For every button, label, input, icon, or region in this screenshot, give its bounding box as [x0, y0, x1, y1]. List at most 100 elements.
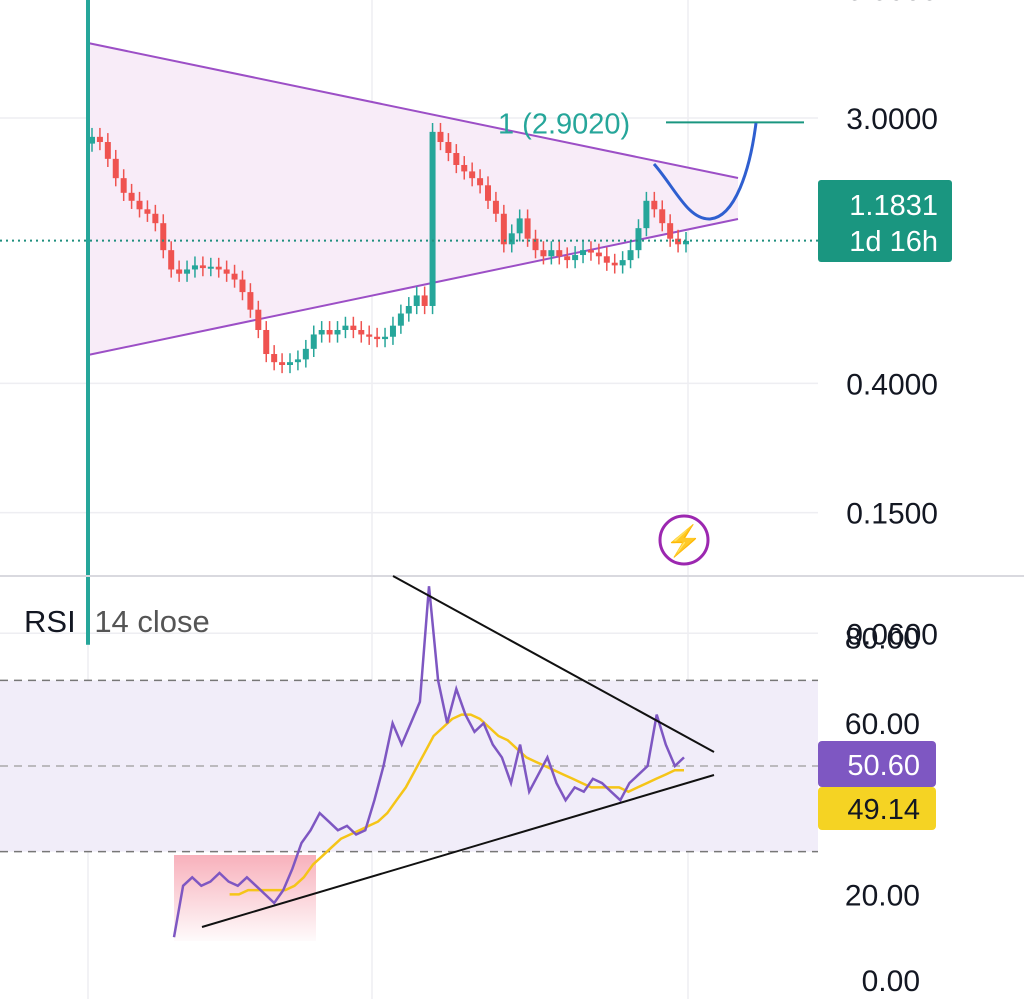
- candle: [405, 305, 412, 314]
- candle: [302, 348, 309, 360]
- current-price-value: 1.1831: [849, 190, 938, 222]
- candle: [199, 265, 206, 269]
- candle: [136, 200, 143, 210]
- triangle-upper-line: [87, 42, 739, 179]
- candle: [255, 309, 262, 330]
- candle: [611, 262, 618, 266]
- candle: [184, 269, 191, 274]
- rsi-tick-label: 0.00: [862, 965, 920, 998]
- rsi-label: RSI 14 close: [24, 604, 210, 639]
- candle: [461, 164, 468, 172]
- current-price-badge: 1.1831 1d 16h: [818, 180, 952, 262]
- rsi-label-prefix: RSI: [24, 604, 76, 639]
- candle: [326, 329, 333, 335]
- candle: [128, 192, 135, 201]
- triangle-pattern: [88, 43, 738, 355]
- candle: [492, 200, 499, 214]
- candle: [112, 158, 119, 179]
- candle: [247, 292, 254, 310]
- candle: [683, 240, 689, 245]
- price-tick-label: 8.0000: [846, 0, 938, 7]
- candle: [556, 250, 563, 257]
- price-tick-label: 3.0000: [846, 103, 938, 136]
- candle: [358, 329, 365, 335]
- candle: [516, 218, 523, 234]
- candle: [382, 336, 389, 340]
- candle: [294, 359, 301, 363]
- candle: [223, 269, 230, 274]
- rsi-lower-trendline: [201, 774, 715, 928]
- candle: [86, 0, 90, 645]
- candle: [104, 142, 111, 159]
- candle: [215, 266, 222, 270]
- candle: [453, 152, 460, 165]
- price-tick-label: 0.0600: [846, 618, 938, 651]
- lightning-bolt-icon: ⚡: [665, 523, 702, 559]
- price-pane[interactable]: 1 (2.9020) ⚡: [0, 0, 818, 645]
- price-axis[interactable]: 8.0000 3.0000 0.4000 0.1500 0.0600: [846, 0, 938, 651]
- candle: [651, 200, 658, 210]
- rsi-upper-trendline: [392, 575, 715, 753]
- candle: [374, 336, 381, 340]
- candle: [389, 325, 396, 337]
- candle: [500, 213, 507, 245]
- candle: [350, 325, 357, 330]
- countdown-value: 1d 16h: [849, 226, 938, 258]
- rsi-line: [172, 586, 685, 938]
- rsi-axis[interactable]: 80.00 60.00 20.00 0.00: [845, 623, 920, 998]
- candle: [659, 209, 666, 224]
- flash-button[interactable]: ⚡: [658, 514, 710, 566]
- rsi-pane[interactable]: RSI 14 close: [0, 575, 818, 941]
- candle: [508, 233, 515, 245]
- candle: [287, 362, 293, 365]
- candle: [437, 131, 444, 143]
- candle: [144, 209, 151, 214]
- candle: [564, 256, 571, 261]
- candle: [667, 223, 674, 239]
- candle: [413, 295, 420, 306]
- candle: [310, 334, 317, 349]
- rsi-tick-label: 60.00: [845, 708, 920, 741]
- rsi-value-badge: 50.60: [818, 741, 936, 787]
- candle: [532, 238, 539, 251]
- candle: [334, 329, 341, 335]
- candle: [207, 266, 214, 269]
- rsi-value: 50.60: [847, 750, 920, 782]
- candle: [239, 279, 246, 293]
- candle: [271, 354, 278, 363]
- candle: [603, 256, 610, 263]
- candle: [168, 250, 175, 270]
- rsi-label-params: 14 close: [94, 604, 209, 639]
- candle: [595, 252, 602, 257]
- candle: [366, 334, 373, 337]
- candle: [279, 362, 286, 365]
- candle: [572, 255, 579, 261]
- price-tick-label: 0.4000: [846, 368, 938, 401]
- candle: [477, 178, 484, 186]
- candle: [89, 136, 95, 144]
- rsi-ma-value: 49.14: [847, 794, 920, 826]
- candle: [540, 250, 547, 257]
- candle: [231, 273, 238, 280]
- rsi-tick-label: 80.00: [845, 623, 920, 656]
- candle: [176, 269, 183, 274]
- candle: [342, 325, 349, 330]
- candle: [635, 228, 642, 251]
- candle: [580, 250, 587, 256]
- candle: [429, 131, 436, 306]
- candle: [263, 329, 270, 355]
- candles: [86, 0, 689, 645]
- candle: [191, 265, 198, 270]
- oversold-fill: [174, 855, 316, 941]
- candle: [160, 223, 167, 251]
- target-label: 1 (2.9020): [498, 108, 630, 140]
- candle: [469, 171, 476, 179]
- candle: [627, 250, 634, 261]
- candle: [485, 185, 491, 201]
- candle: [152, 213, 159, 224]
- candle: [619, 260, 626, 266]
- candle: [445, 142, 452, 153]
- candle: [96, 136, 103, 143]
